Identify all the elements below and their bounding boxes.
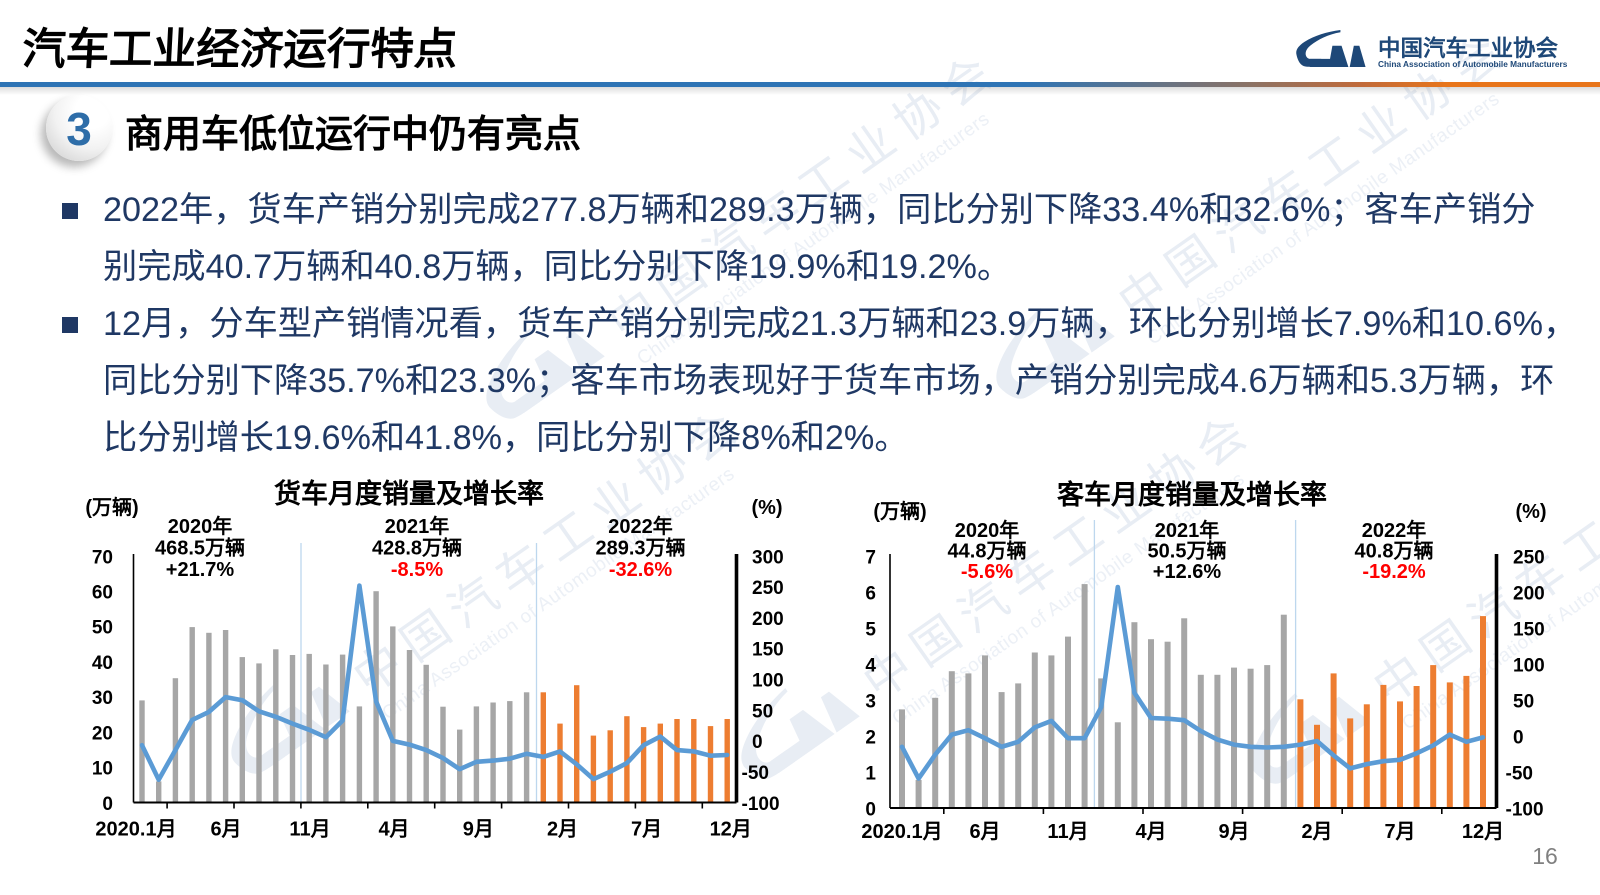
svg-text:11月: 11月 xyxy=(1047,821,1088,843)
svg-text:12月: 12月 xyxy=(710,819,752,841)
svg-text:7月: 7月 xyxy=(1384,821,1415,843)
svg-text:9月: 9月 xyxy=(463,819,494,841)
svg-text:-8.5%: -8.5% xyxy=(391,559,443,581)
svg-text:10: 10 xyxy=(92,759,113,780)
svg-text:289.3万辆: 289.3万辆 xyxy=(595,536,685,560)
svg-text:468.5万辆: 468.5万辆 xyxy=(155,536,245,560)
svg-text:+12.6%: +12.6% xyxy=(1153,561,1222,583)
svg-text:2022年: 2022年 xyxy=(608,514,673,538)
svg-text:200: 200 xyxy=(1513,583,1545,604)
svg-text:(万辆): (万辆) xyxy=(85,495,138,519)
svg-text:0: 0 xyxy=(865,799,876,820)
svg-text:4月: 4月 xyxy=(378,819,409,841)
svg-text:20: 20 xyxy=(92,723,113,744)
svg-text:30: 30 xyxy=(92,688,113,709)
svg-text:60: 60 xyxy=(92,583,113,604)
svg-text:客车月度销量及增长率: 客车月度销量及增长率 xyxy=(1057,479,1327,510)
svg-text:5: 5 xyxy=(865,619,876,640)
svg-text:+21.7%: +21.7% xyxy=(166,559,235,581)
svg-text:7月: 7月 xyxy=(631,819,662,841)
svg-text:44.8万辆: 44.8万辆 xyxy=(948,539,1027,563)
svg-text:150: 150 xyxy=(752,640,784,661)
svg-text:2020.1月: 2020.1月 xyxy=(95,819,176,841)
svg-text:-50: -50 xyxy=(742,763,769,784)
svg-text:428.8万辆: 428.8万辆 xyxy=(372,536,462,560)
svg-text:50: 50 xyxy=(92,618,113,639)
svg-text:4: 4 xyxy=(865,655,876,676)
svg-text:4月: 4月 xyxy=(1135,821,1166,843)
svg-text:0: 0 xyxy=(102,794,113,815)
svg-text:9月: 9月 xyxy=(1218,821,1249,843)
svg-text:70: 70 xyxy=(92,547,113,568)
svg-text:2022年: 2022年 xyxy=(1362,518,1427,542)
svg-text:300: 300 xyxy=(752,547,784,568)
svg-text:-19.2%: -19.2% xyxy=(1362,561,1426,583)
svg-text:2021年: 2021年 xyxy=(385,514,450,538)
svg-text:2020.1月: 2020.1月 xyxy=(861,821,942,843)
svg-text:0: 0 xyxy=(752,732,763,753)
svg-text:6: 6 xyxy=(865,583,876,604)
svg-text:1: 1 xyxy=(865,763,876,784)
svg-text:250: 250 xyxy=(752,578,784,599)
svg-text:11月: 11月 xyxy=(289,819,330,841)
svg-text:50: 50 xyxy=(752,701,773,722)
svg-text:3: 3 xyxy=(865,691,876,712)
svg-text:250: 250 xyxy=(1513,547,1545,568)
svg-text:50: 50 xyxy=(1513,691,1534,712)
svg-text:40.8万辆: 40.8万辆 xyxy=(1355,539,1434,563)
svg-text:-32.6%: -32.6% xyxy=(609,559,673,581)
svg-text:150: 150 xyxy=(1513,619,1545,640)
svg-text:2020年: 2020年 xyxy=(168,514,233,538)
svg-text:100: 100 xyxy=(1513,655,1545,676)
svg-text:12月: 12月 xyxy=(1462,821,1504,843)
svg-text:货车月度销量及增长率: 货车月度销量及增长率 xyxy=(274,478,544,509)
svg-text:200: 200 xyxy=(752,609,784,630)
svg-text:6月: 6月 xyxy=(969,821,1000,843)
svg-text:(%): (%) xyxy=(751,497,782,519)
svg-text:(万辆): (万辆) xyxy=(873,499,926,523)
svg-text:100: 100 xyxy=(752,671,784,692)
svg-text:0: 0 xyxy=(1513,727,1524,748)
svg-text:(%): (%) xyxy=(1515,501,1546,523)
svg-text:50.5万辆: 50.5万辆 xyxy=(1148,539,1227,563)
svg-text:2020年: 2020年 xyxy=(955,518,1020,542)
svg-text:2: 2 xyxy=(865,727,876,748)
svg-text:-100: -100 xyxy=(1506,799,1544,820)
svg-text:-5.6%: -5.6% xyxy=(961,561,1013,583)
svg-text:7: 7 xyxy=(865,547,876,568)
svg-text:2月: 2月 xyxy=(547,819,578,841)
svg-text:2021年: 2021年 xyxy=(1155,518,1220,542)
svg-text:-100: -100 xyxy=(742,794,780,815)
svg-text:40: 40 xyxy=(92,653,113,674)
svg-text:6月: 6月 xyxy=(210,819,241,841)
svg-text:2月: 2月 xyxy=(1301,821,1332,843)
svg-text:-50: -50 xyxy=(1506,763,1533,784)
